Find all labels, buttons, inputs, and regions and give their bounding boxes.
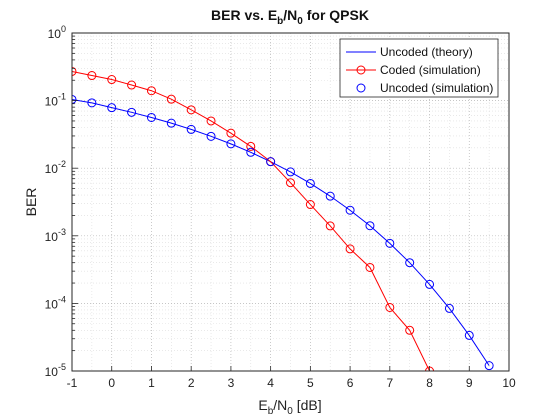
- x-tick-label: 0: [108, 376, 115, 390]
- legend-box: [339, 38, 499, 98]
- data-point-uncoded-simulation: [87, 98, 97, 108]
- data-point-coded-simulation: [87, 71, 97, 81]
- x-tick-label: 10: [502, 376, 516, 390]
- data-point-uncoded-simulation: [444, 303, 454, 313]
- x-tick-label: 3: [228, 376, 235, 390]
- data-point-coded-simulation: [206, 116, 216, 126]
- data-point-uncoded-simulation: [166, 118, 176, 128]
- data-point-uncoded-simulation: [206, 131, 216, 141]
- ticks: -1 0 1 2 3 4 5 6 7 8 9 10 100 10-1 10-2 10-3 10-4 10-5: [45, 24, 516, 390]
- series-line-coded-simulation: [72, 70, 430, 371]
- data-point-coded-simulation: [246, 141, 256, 151]
- data-point-coded-simulation: [72, 66, 77, 76]
- data-point-uncoded-simulation: [146, 112, 156, 122]
- data-point-coded-simulation: [107, 75, 117, 85]
- y-axis-label: BER: [23, 188, 39, 217]
- y-tick-label: 10-1: [45, 92, 66, 109]
- data-point-uncoded-simulation: [266, 157, 276, 167]
- legend-marker-uncoded-sim: [356, 83, 366, 93]
- legend-label-uncoded-sim: Uncoded (simulation): [380, 81, 493, 95]
- data-point-uncoded-simulation: [127, 107, 137, 117]
- data-point-uncoded-simulation: [246, 147, 256, 157]
- x-tick-label: 2: [188, 376, 195, 390]
- x-tick-label: 7: [386, 376, 393, 390]
- data-point-uncoded-simulation: [365, 221, 375, 231]
- data-point-uncoded-simulation: [286, 167, 295, 177]
- y-tick-label: 10-3: [45, 227, 66, 244]
- data-point-coded-simulation: [166, 94, 176, 104]
- legend-marker-coded-sim: [356, 65, 366, 75]
- grid: [72, 33, 509, 371]
- data-point-uncoded-simulation: [425, 279, 435, 289]
- legend: Uncoded (theory) Coded (simulation) Unco…: [339, 38, 499, 98]
- x-tick-label: 8: [426, 376, 433, 390]
- x-tick-label: 9: [466, 376, 473, 390]
- data-point-uncoded-simulation: [464, 330, 474, 340]
- data-point-uncoded-simulation: [405, 258, 415, 268]
- series-layer: [72, 66, 494, 371]
- x-tick-label: -1: [67, 376, 78, 390]
- x-tick-label: 4: [267, 376, 274, 390]
- data-point-uncoded-simulation: [325, 191, 335, 201]
- chart-title: BER vs. Eb/N0 for QPSK: [211, 7, 369, 27]
- x-tick-label: 6: [347, 376, 354, 390]
- data-point-coded-simulation: [186, 105, 196, 115]
- data-point-uncoded-simulation: [305, 178, 315, 188]
- legend-label-coded-sim: Coded (simulation): [380, 63, 481, 77]
- y-tick-label: 10-2: [45, 159, 66, 176]
- legend-label-uncoded-theory: Uncoded (theory): [380, 45, 473, 59]
- x-axis-label: Eb/N0 [dB]: [258, 397, 321, 417]
- data-point-coded-simulation: [146, 86, 156, 96]
- data-point-uncoded-simulation: [385, 238, 395, 248]
- y-tick-label: 100: [48, 24, 66, 41]
- series-line-uncoded-theory: [72, 98, 490, 366]
- data-point-coded-simulation: [226, 128, 236, 138]
- data-point-uncoded-simulation: [226, 139, 236, 149]
- y-tick-label: 10-4: [45, 294, 66, 311]
- data-point-coded-simulation: [365, 262, 375, 272]
- x-tick-label: 1: [148, 376, 155, 390]
- data-point-coded-simulation: [385, 302, 395, 312]
- data-point-coded-simulation: [325, 221, 335, 231]
- data-point-coded-simulation: [127, 80, 137, 90]
- data-point-uncoded-simulation: [345, 205, 355, 215]
- y-tick-label: 10-5: [45, 362, 66, 379]
- plot-frame: [71, 32, 510, 372]
- data-point-coded-simulation: [405, 325, 415, 335]
- data-point-uncoded-simulation: [107, 103, 117, 113]
- data-point-coded-simulation: [286, 178, 295, 188]
- data-point-uncoded-simulation: [484, 361, 494, 371]
- x-tick-label: 5: [307, 376, 314, 390]
- data-point-uncoded-simulation: [72, 94, 77, 104]
- data-point-uncoded-simulation: [186, 124, 196, 134]
- data-point-coded-simulation: [345, 244, 355, 254]
- data-point-coded-simulation: [305, 200, 315, 210]
